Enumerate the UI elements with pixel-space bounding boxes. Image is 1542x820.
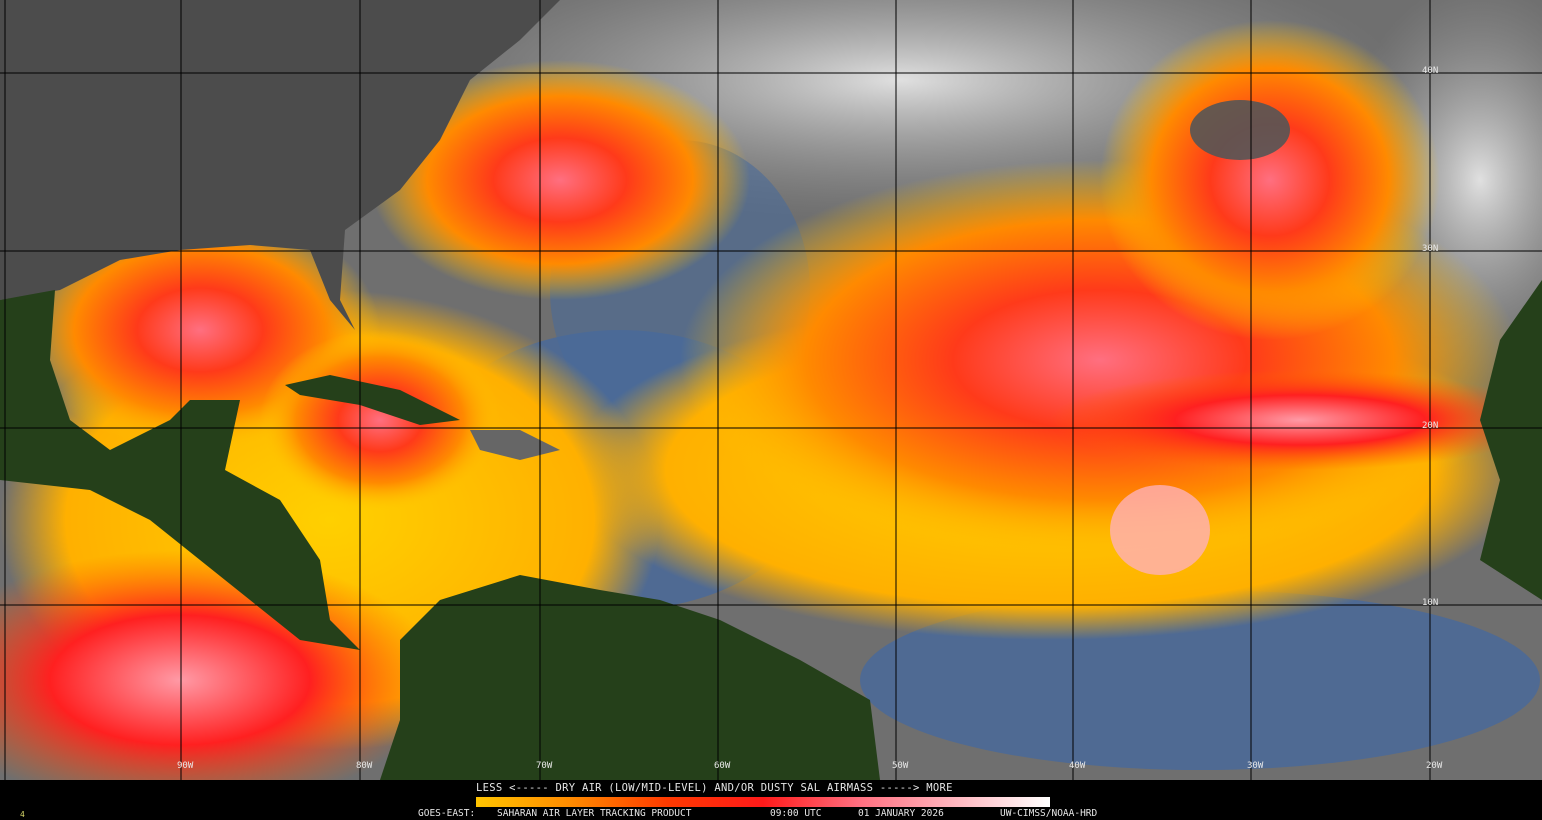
legend-title: LESS <----- DRY AIR (LOW/MID-LEVEL) AND/… — [476, 782, 953, 794]
product-name: SAHARAN AIR LAYER TRACKING PRODUCT — [497, 808, 692, 819]
longitude-label: 40W — [1069, 761, 1086, 771]
land-north-america — [0, 0, 560, 330]
land-cuba — [285, 375, 460, 425]
dry-pocket-north — [1190, 100, 1290, 160]
product-satellite: GOES-EAST: — [418, 808, 476, 819]
longitude-label: 30W — [1247, 761, 1264, 771]
color-scale-bar — [476, 797, 1050, 807]
longitude-label: 70W — [536, 761, 553, 771]
graticule — [0, 0, 1542, 780]
legend-footer: LESS <----- DRY AIR (LOW/MID-LEVEL) AND/… — [0, 780, 1542, 820]
latitude-label: 20N — [1422, 421, 1438, 431]
land-hispaniola — [470, 430, 560, 460]
latitude-labels: 40N 30N 20N 10N — [1422, 66, 1438, 608]
sal-north — [1100, 20, 1440, 340]
product-date: 01 JANUARY 2026 — [858, 808, 944, 819]
latitude-label: 40N — [1422, 66, 1438, 76]
satellite-map: 90W 80W 70W 60W 50W 40W 30W 20W 40N 30N 20N 10N — [0, 0, 1542, 780]
sal-pink-core — [1110, 485, 1210, 575]
longitude-label: 20W — [1426, 761, 1443, 771]
longitude-label: 60W — [714, 761, 731, 771]
product-credit: UW-CIMSS/NOAA-HRD — [1000, 808, 1098, 819]
frame-marker: 4 — [20, 810, 25, 819]
longitude-label: 50W — [892, 761, 909, 771]
product-time: 09:00 UTC — [770, 808, 822, 819]
latitude-label: 10N — [1422, 598, 1438, 608]
longitude-label: 90W — [177, 761, 194, 771]
longitude-labels: 90W 80W 70W 60W 50W 40W 30W 20W — [177, 761, 1443, 771]
latitude-label: 30N — [1422, 244, 1438, 254]
sal-caribbean — [260, 330, 500, 510]
land-mexico-central-america — [0, 290, 360, 650]
sal-pacific — [0, 550, 440, 780]
map-svg: 90W 80W 70W 60W 50W 40W 30W 20W 40N 30N 20N 10N — [0, 0, 1542, 780]
land-africa — [1480, 280, 1542, 600]
sal-atlantic-west — [370, 60, 750, 300]
sal-stream — [1050, 370, 1542, 470]
land-south-america — [380, 575, 880, 780]
longitude-label: 80W — [356, 761, 373, 771]
